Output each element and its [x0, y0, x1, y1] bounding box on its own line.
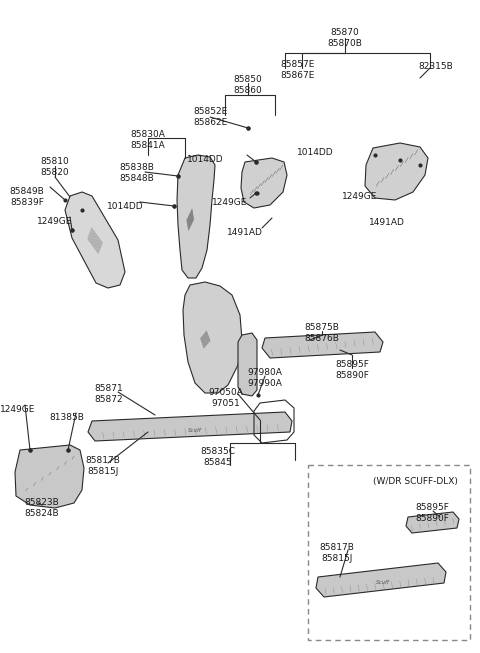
Polygon shape	[241, 158, 287, 208]
Text: Scuff: Scuff	[376, 579, 390, 584]
Text: 1249GE: 1249GE	[212, 198, 248, 207]
Polygon shape	[177, 155, 215, 278]
Text: 1014DD: 1014DD	[187, 155, 223, 164]
Text: 85835C
85845: 85835C 85845	[201, 447, 236, 467]
Text: 85823B
85824B: 85823B 85824B	[24, 498, 60, 518]
Text: 1491AD: 1491AD	[227, 228, 263, 237]
Text: 85895F
85890F: 85895F 85890F	[415, 503, 449, 523]
Polygon shape	[406, 512, 459, 533]
Text: 1249GE: 1249GE	[0, 405, 36, 414]
FancyBboxPatch shape	[308, 465, 470, 640]
Polygon shape	[183, 282, 242, 393]
Polygon shape	[262, 332, 383, 358]
Text: 85870
85870B: 85870 85870B	[327, 28, 362, 48]
Text: 85817B
85815J: 85817B 85815J	[320, 543, 354, 563]
Text: 85849B
85839F: 85849B 85839F	[10, 187, 44, 207]
Text: 85817B
85815J: 85817B 85815J	[85, 456, 120, 476]
Text: 85895F
85890F: 85895F 85890F	[335, 360, 369, 380]
Text: 97980A
97990A: 97980A 97990A	[248, 368, 282, 388]
Polygon shape	[316, 563, 446, 597]
Text: 85850
85860: 85850 85860	[234, 75, 263, 95]
Polygon shape	[65, 192, 125, 288]
Text: 1249GE: 1249GE	[342, 192, 378, 201]
Text: 82315B: 82315B	[419, 62, 454, 71]
Text: (W/DR SCUFF-DLX): (W/DR SCUFF-DLX)	[373, 477, 458, 486]
Text: 85857E
85867E: 85857E 85867E	[281, 60, 315, 80]
Text: Scuff: Scuff	[188, 428, 202, 432]
Text: 97050A
97051: 97050A 97051	[209, 388, 243, 408]
Text: 85852E
85862E: 85852E 85862E	[193, 107, 227, 127]
Text: 1249GE: 1249GE	[37, 217, 72, 226]
Text: 85838B
85848B: 85838B 85848B	[120, 163, 155, 183]
Polygon shape	[88, 412, 292, 441]
Text: 85810
85820: 85810 85820	[41, 157, 70, 177]
Polygon shape	[238, 333, 257, 396]
Text: 1014DD: 1014DD	[107, 202, 144, 211]
Text: 85871
85872: 85871 85872	[95, 384, 123, 404]
Text: 81385B: 81385B	[49, 413, 84, 422]
Polygon shape	[365, 143, 428, 200]
Text: 85830A
85841A: 85830A 85841A	[131, 130, 166, 150]
Text: 1014DD: 1014DD	[297, 148, 333, 157]
Polygon shape	[15, 445, 84, 508]
Text: 1491AD: 1491AD	[369, 218, 405, 227]
Text: 85875B
85876B: 85875B 85876B	[305, 323, 339, 343]
